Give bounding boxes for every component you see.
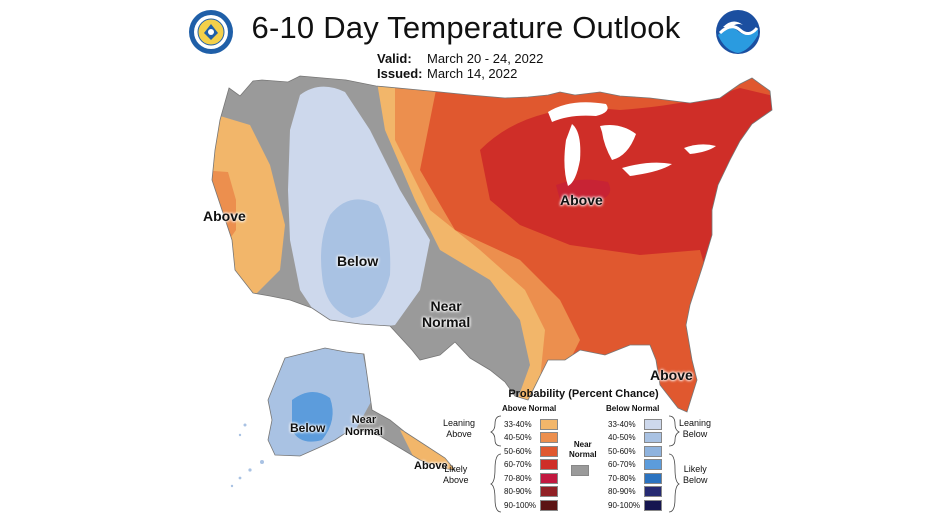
below-color-swatch (644, 499, 662, 511)
valid-dates: March 20 - 24, 2022 (427, 51, 544, 66)
label-alaska-above: Above (414, 460, 448, 472)
issued-date: March 14, 2022 (427, 66, 518, 81)
above-legend-row: 70-80% (504, 472, 558, 484)
below-range-label: 90-100% (608, 500, 641, 510)
below-legend-row: 33-40% (608, 418, 662, 430)
below-color-swatch (644, 445, 662, 457)
date-block: Valid: March 20 - 24, 2022 Issued: March 1… (377, 51, 543, 81)
above-color-swatch (540, 445, 558, 457)
below-color-swatch (644, 472, 662, 484)
above-range-label: 40-50% (504, 433, 532, 442)
above-color-swatch (540, 459, 558, 470)
below-legend-row: 90-100% (608, 499, 662, 511)
likely-above-label: Likely Above (443, 464, 469, 485)
leaning-above-label: Leaning Above (443, 418, 476, 439)
label-florida-above: Above (650, 367, 693, 383)
label-west-above: Above (203, 208, 246, 224)
below-range-label: 60-70% (608, 460, 636, 469)
below-legend-row: 80-90% (608, 486, 662, 498)
doc-seal-icon (189, 10, 233, 54)
above-range-label: 90-100% (504, 500, 537, 510)
conus-outline (211, 75, 773, 413)
likely-below-label: Likely Below (683, 464, 708, 485)
below-bracket (668, 415, 680, 513)
below-range-label: 33-40% (608, 419, 636, 429)
legend-title: Probability (Percent Chance) (508, 388, 659, 400)
label-near-normal: Near Normal (422, 298, 471, 330)
below-color-swatch (644, 418, 662, 430)
above-range-label: 50-60% (504, 446, 532, 456)
leaning-below-label: Leaning Below (679, 418, 712, 439)
above-range-label: 80-90% (504, 487, 532, 496)
below-legend-row: 40-50% (608, 432, 662, 444)
page-title: 6-10 Day Temperature Outlook (251, 10, 681, 45)
label-alaska-below: Below (290, 421, 326, 435)
below-range-label: 40-50% (608, 433, 636, 442)
below-color-swatch (644, 459, 662, 470)
label-alaska-near: Near Normal (345, 414, 383, 438)
below-range-label: 70-80% (608, 473, 636, 483)
above-color-swatch (540, 472, 558, 484)
above-legend-row: 90-100% (504, 499, 558, 511)
above-legend-row: 40-50% (504, 432, 558, 444)
below-normal-header: Below Normal (606, 404, 660, 413)
below-color-swatch (644, 432, 662, 443)
alaska-shading (268, 348, 455, 470)
valid-label: Valid: (377, 51, 412, 66)
label-east-above: Above (560, 192, 603, 208)
below-color-swatch (644, 486, 662, 497)
above-legend-row: 50-60% (504, 445, 558, 457)
above-color-swatch (540, 432, 558, 443)
issued-label: Issued: (377, 66, 423, 81)
above-color-swatch (540, 499, 558, 511)
above-range-label: 33-40% (504, 419, 532, 429)
above-legend-row: 60-70% (504, 459, 558, 471)
aleutian-islands (230, 423, 264, 488)
label-west-below: Below (337, 253, 379, 269)
above-bracket (490, 415, 502, 513)
below-range-label: 80-90% (608, 487, 636, 496)
below-legend-row: 70-80% (608, 472, 662, 484)
above-color-swatch (540, 418, 558, 430)
below-range-label: 50-60% (608, 446, 636, 456)
below-legend-row: 60-70% (608, 459, 662, 471)
near-normal-swatch (571, 465, 589, 476)
above-color-swatch (540, 486, 558, 497)
below-legend-row: 50-60% (608, 445, 662, 457)
above-range-label: 60-70% (504, 460, 532, 469)
probability-legend: Probability (Percent Chance) Above Norma… (441, 384, 726, 514)
alaska-outline (267, 347, 456, 471)
noaa-logo-icon (716, 10, 760, 54)
above-range-label: 70-80% (504, 473, 532, 483)
above-normal-header: Above Normal (502, 404, 557, 413)
above-legend-row: 33-40% (504, 418, 558, 430)
near-normal-legend-label: Near Normal (569, 440, 597, 459)
above-legend-row: 80-90% (504, 486, 558, 498)
